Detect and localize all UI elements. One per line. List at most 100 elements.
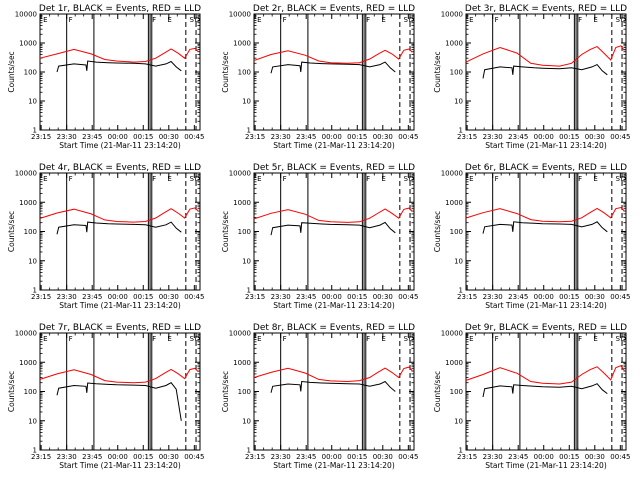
event-marker-label: S [616, 335, 621, 343]
chart-title: Det 8r, BLACK = Events, RED = LLD [253, 323, 415, 333]
series-line-events [482, 221, 608, 234]
event-marker-label: D [195, 175, 200, 183]
y-tick-label: 1 [247, 447, 251, 455]
y-tick-label: 1000 [445, 359, 463, 367]
event-marker-label: S [616, 16, 621, 24]
chart-title: Det 5r, BLACK = Events, RED = LLD [253, 163, 415, 173]
y-tick-label: 100 [450, 388, 463, 396]
x-tick-label: 23:45 [508, 453, 528, 461]
event-marker-label: E [43, 175, 47, 183]
x-tick-label: 23:45 [82, 293, 102, 301]
x-axis-label: Start Time (21-Mar-11 23:14:20) [485, 301, 607, 310]
event-marker-label: E [167, 335, 171, 343]
event-marker-label: S [190, 175, 195, 183]
x-tick-label: 23:30 [271, 293, 291, 301]
x-tick-label: 23:30 [57, 453, 77, 461]
y-tick-label: 10 [454, 98, 463, 106]
y-tick-label: 10 [242, 257, 251, 265]
y-tick-label: 10000 [229, 330, 251, 338]
x-tick-label: 00:45 [610, 133, 630, 141]
y-tick-label: 1 [247, 127, 251, 135]
y-tick-label: 10 [454, 417, 463, 425]
plot-frame [39, 13, 201, 131]
x-tick-label: 23:45 [508, 133, 528, 141]
event-marker-label: F [366, 335, 370, 343]
series-line-events [270, 221, 396, 236]
chart-panel: Det 3r, BLACK = Events, RED = LLD 1 10 100 1… [433, 4, 630, 150]
x-tick-label: 23:15 [245, 133, 265, 141]
chart-title: Det 1r, BLACK = Events, RED = LLD [39, 4, 201, 14]
y-axis-label: Counts/sec [433, 51, 442, 92]
x-tick-label: 23:30 [483, 293, 503, 301]
plot-frame [465, 172, 627, 291]
event-marker-label: S [190, 16, 195, 24]
event-marker-label: F [578, 16, 582, 24]
x-tick-label: 00:45 [610, 293, 630, 301]
event-marker-label: E [593, 335, 597, 343]
x-tick-label: 23:30 [271, 133, 291, 141]
y-tick-label: 10 [28, 417, 37, 425]
y-tick-label: 1000 [19, 199, 37, 207]
event-marker-label: E [469, 175, 473, 183]
chart-title: Det 7r, BLACK = Events, RED = LLD [39, 323, 201, 333]
x-tick-label: 23:30 [483, 453, 503, 461]
chart-panel: Det 5r, BLACK = Events, RED = LLD 1 10 100 1… [221, 163, 418, 310]
chart-title: Det 6r, BLACK = Events, RED = LLD [465, 163, 627, 173]
chart-panel: Det 6r, BLACK = Events, RED = LLD 1 10 100 1… [433, 163, 630, 310]
x-tick-label: 23:30 [57, 133, 77, 141]
event-marker-label: F [366, 175, 370, 183]
y-tick-label: 1 [247, 287, 251, 295]
x-tick-label: 00:15 [133, 133, 153, 141]
event-marker-label: E [167, 16, 171, 24]
series-line-lld [465, 365, 625, 385]
x-tick-label: 00:00 [322, 133, 342, 141]
x-tick-label: 00:15 [559, 133, 579, 141]
x-tick-label: 00:30 [159, 133, 179, 141]
event-marker-label: D [195, 16, 200, 24]
x-axis-label: Start Time (21-Mar-11 23:14:20) [59, 301, 181, 310]
event-marker-label: F [69, 175, 73, 183]
x-tick-label: 00:30 [373, 293, 393, 301]
x-tick-label: 23:45 [508, 293, 528, 301]
plot-frame [465, 13, 627, 131]
y-tick-label: 1 [459, 127, 463, 135]
x-tick-label: 00:30 [159, 293, 179, 301]
event-marker-label: E [593, 16, 597, 24]
event-marker-label: E [167, 175, 171, 183]
event-marker-label: E [43, 335, 47, 343]
event-marker-label: F [283, 175, 287, 183]
event-marker-label: F [152, 16, 156, 24]
event-marker-label: F [495, 335, 499, 343]
y-tick-label: 10 [242, 98, 251, 106]
event-marker-label: D [621, 16, 626, 24]
x-tick-label: 00:30 [585, 133, 605, 141]
y-tick-label: 1000 [19, 40, 37, 48]
event-marker-label: D [621, 335, 626, 343]
x-tick-label: 00:15 [559, 453, 579, 461]
x-tick-label: 00:15 [347, 453, 367, 461]
y-tick-label: 10000 [441, 330, 463, 338]
event-marker-label: E [469, 335, 473, 343]
x-tick-label: 23:45 [296, 133, 316, 141]
event-marker-label: F [283, 16, 287, 24]
x-tick-label: 00:45 [398, 293, 418, 301]
chart-panel: Det 8r, BLACK = Events, RED = LLD 1 10 100 1… [221, 323, 418, 470]
y-tick-label: 10000 [15, 330, 37, 338]
x-tick-label: 23:15 [245, 453, 265, 461]
event-marker-label: S [404, 335, 409, 343]
event-marker-label: S [404, 175, 409, 183]
series-line-events [56, 60, 182, 73]
plot-frame [39, 172, 201, 291]
x-tick-label: 00:15 [133, 453, 153, 461]
chart-panel: Det 1r, BLACK = Events, RED = LLD 1 10 100 1… [7, 4, 204, 150]
series-line-events [482, 383, 608, 398]
event-marker-label: E [381, 335, 385, 343]
y-axis-label: Counts/sec [7, 211, 16, 252]
y-tick-label: 100 [238, 388, 251, 396]
x-tick-label: 00:45 [184, 133, 204, 141]
event-marker-label: S [404, 16, 409, 24]
y-tick-label: 10000 [15, 170, 37, 178]
event-marker-label: E [381, 175, 385, 183]
y-axis-label: Counts/sec [221, 371, 230, 412]
x-axis-label: Start Time (21-Mar-11 23:14:20) [273, 461, 395, 470]
